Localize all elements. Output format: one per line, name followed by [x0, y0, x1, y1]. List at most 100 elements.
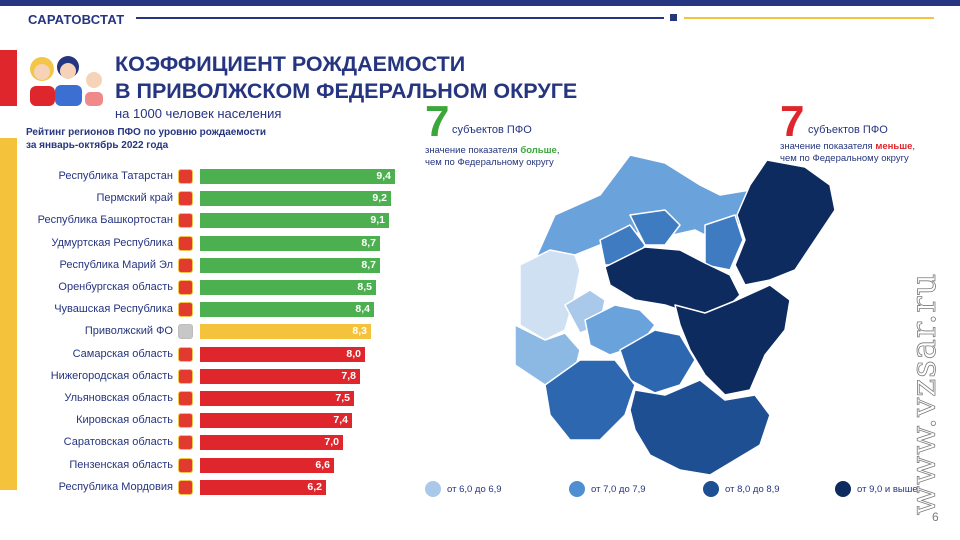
kpi-below-head: субъектов ПФО	[808, 124, 888, 136]
top-accent-bar	[0, 0, 960, 6]
bar-value-label: 9,4	[376, 170, 391, 182]
region-emblem-icon	[178, 302, 193, 318]
map-region-bashkortostan	[674, 284, 791, 396]
rating-caption: Рейтинг регионов ПФО по уровню рождаемос…	[26, 126, 266, 152]
bar: 6,2	[200, 479, 326, 495]
bar-row: Республика Мордовия 6,2	[0, 479, 420, 496]
region-emblem-icon	[178, 391, 193, 406]
bar-category-label: Нижегородская область	[50, 369, 173, 382]
bar-row: Ульяновская область 7,5	[0, 390, 420, 407]
header-line-yellow	[684, 17, 934, 19]
yellow-side-marker	[0, 138, 17, 490]
bar-row: Удмуртская Республика 8,7	[0, 235, 420, 252]
bar: 8,7	[200, 235, 380, 251]
bar-category-label: Самарская область	[72, 347, 173, 360]
bar-category-label: Пензенская область	[69, 458, 173, 471]
map-region-mari	[629, 209, 681, 246]
legend-label: от 7,0 до 7,9	[591, 484, 646, 495]
bar-value-label: 8,7	[361, 236, 376, 249]
bar-category-label: Приволжский ФО	[84, 325, 173, 338]
bar-row: Республика Татарстан 9,4	[0, 168, 420, 185]
kpi-below-number: 7	[780, 97, 805, 146]
bar-row: Приволжский ФО 8,3	[0, 323, 420, 340]
bar-category-label: Саратовская область	[63, 436, 173, 449]
bar-category-label: Удмуртская Республика	[51, 236, 173, 249]
bar-value-label: 9,1	[370, 214, 385, 227]
bar-value-label: 8,4	[355, 303, 370, 316]
region-emblem-icon	[178, 435, 193, 451]
map-region-saratov	[544, 359, 636, 441]
region-emblem-icon	[178, 324, 193, 340]
region-emblem-icon	[178, 280, 193, 295]
region-emblem-icon	[178, 457, 193, 473]
bar-category-label: Республика Мордовия	[58, 480, 173, 493]
bar-category-label: Оренбургская область	[58, 281, 173, 293]
bar-row: Нижегородская область 7,8	[0, 368, 420, 385]
legend-label: от 9,0 и выше	[857, 484, 918, 495]
kpi-above-number: 7	[425, 97, 450, 146]
page-title: КОЭФФИЦИЕНТ РОЖДАЕМОСТИ В ПРИВОЛЖСКОМ ФЕ…	[115, 51, 577, 105]
kpi-above-description: значение показателя больше, чем по Федер…	[425, 145, 559, 169]
region-emblem-icon	[178, 368, 193, 384]
bar: 9,4	[200, 169, 395, 184]
bar: 7,8	[200, 368, 360, 384]
legend-label: от 6,0 до 6,9	[447, 484, 502, 495]
legend-swatch	[835, 481, 851, 497]
bar: 8,0	[200, 346, 365, 362]
legend-label: от 8,0 до 8,9	[725, 484, 780, 495]
title-line-2: В ПРИВОЛЖСКОМ ФЕДЕРАЛЬНОМ ОКРУГЕ	[115, 79, 578, 103]
red-side-marker	[0, 50, 17, 106]
legend-swatch	[569, 481, 585, 497]
bar-value-label: 6,6	[315, 458, 330, 471]
region-emblem-icon	[178, 257, 193, 273]
bar-row: Саратовская область 7,0	[0, 434, 420, 451]
bar-row: Пермский край 9,2	[0, 190, 420, 207]
bar-category-label: Республика Марий Эл	[59, 258, 173, 271]
kpi-above-desc-pre: значение показателя	[425, 145, 521, 156]
kpi-above-head: субъектов ПФО	[452, 124, 532, 136]
bar-row: Оренбургская область 8,5	[0, 279, 420, 296]
bar: 9,1	[200, 213, 389, 229]
region-emblem-icon	[178, 169, 193, 184]
region-emblem-icon	[178, 191, 193, 207]
bar-category-label: Республика Башкортостан	[37, 214, 173, 227]
bar-row: Пензенская область 6,6	[0, 457, 420, 474]
bar-value-label: 9,2	[372, 192, 387, 205]
bar-value-label: 8,7	[361, 258, 376, 271]
bar-value-label: 6,2	[307, 480, 322, 493]
rating-caption-line-2: за январь-октябрь 2022 года	[26, 140, 169, 151]
region-emblem-icon	[178, 413, 193, 429]
region-emblem-icon	[178, 213, 193, 229]
rating-caption-line-1: Рейтинг регионов ПФО по уровню рождаемос…	[26, 127, 267, 138]
bar: 7,4	[200, 413, 352, 429]
map-region-udmurtia	[704, 214, 744, 271]
bar-category-label: Чувашская Республика	[54, 303, 173, 316]
kpi-below-desc-line2: чем по Федеральному округу	[780, 153, 909, 164]
brand-name: САРАТОВСТАТ	[28, 12, 125, 27]
watermark-text: www.vzsar.ru	[904, 273, 944, 515]
map-region-perm	[734, 159, 836, 286]
region-emblem-icon	[178, 346, 193, 362]
bar: 8,3	[200, 324, 371, 340]
title-line-1: КОЭФФИЦИЕНТ РОЖДАЕМОСТИ	[115, 52, 466, 76]
kpi-below-desc-word: меньше	[875, 141, 913, 152]
page-number: 6	[932, 510, 939, 524]
bar-row: Республика Марий Эл 8,7	[0, 257, 420, 274]
bar-value-label: 7,4	[333, 414, 348, 427]
bar-row: Чувашская Республика 8,4	[0, 301, 420, 318]
bar: 7,0	[200, 435, 343, 451]
map-region-nizhny	[519, 249, 581, 341]
kpi-above-desc-word: больше	[520, 145, 557, 156]
legend-swatch	[703, 481, 719, 497]
kpi-above-desc-post: ,	[556, 145, 560, 156]
bar-category-label: Пермский край	[96, 192, 173, 205]
bar-row: Кировская область 7,4	[0, 412, 420, 429]
bar: 8,7	[200, 257, 380, 273]
kpi-below-desc-pre: значение показателя	[780, 141, 876, 152]
bar: 9,2	[200, 191, 391, 207]
bar-value-label: 8,5	[357, 281, 372, 293]
page-subtitle: на 1000 человек населения	[115, 106, 282, 121]
map-region-penza	[514, 324, 581, 386]
header-line-blue	[136, 17, 664, 19]
bar: 8,4	[200, 302, 374, 318]
